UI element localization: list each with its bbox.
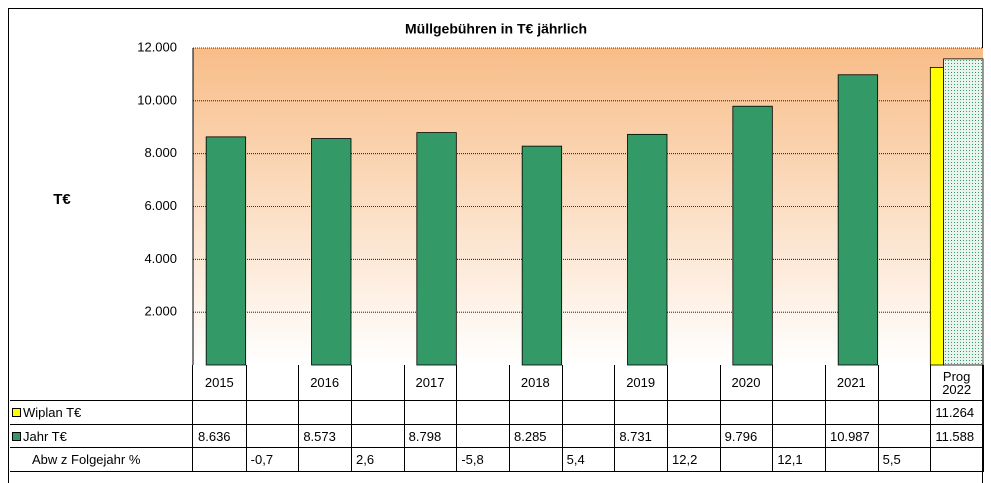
row-label: Abw z Folgejahr % bbox=[10, 448, 193, 472]
bar bbox=[943, 58, 984, 366]
table-cell bbox=[245, 401, 300, 425]
table-corner bbox=[10, 365, 193, 401]
table-cell bbox=[193, 448, 247, 472]
table-cell: 8.636 bbox=[193, 425, 247, 448]
table-cell bbox=[245, 425, 300, 448]
table-cell bbox=[456, 425, 510, 448]
table-cell bbox=[561, 401, 616, 425]
category-cell: 2018 bbox=[509, 365, 563, 401]
y-tick-label: 10.000 bbox=[137, 92, 177, 107]
table-cell bbox=[877, 425, 932, 448]
table-cell: -0,7 bbox=[245, 448, 300, 472]
table-cell: 11.264 bbox=[930, 401, 984, 425]
bar bbox=[311, 138, 352, 366]
bar bbox=[929, 67, 944, 366]
bar bbox=[732, 105, 773, 366]
y-tick-label: 12.000 bbox=[137, 39, 177, 54]
category-cell bbox=[667, 365, 721, 401]
table-cell: 2,6 bbox=[351, 448, 405, 472]
legend-cell: Wiplan T€ bbox=[10, 401, 193, 425]
table-cell bbox=[825, 401, 879, 425]
bar bbox=[205, 136, 247, 366]
y-tick-label: 6.000 bbox=[144, 198, 177, 213]
y-tick-label: 2.000 bbox=[144, 304, 177, 319]
chart-title: Müllgebühren in T€ jährlich bbox=[405, 21, 587, 37]
category-cell: 2020 bbox=[719, 365, 774, 401]
bar bbox=[521, 145, 563, 366]
table-cell: 5,5 bbox=[877, 448, 932, 472]
table-cell bbox=[667, 401, 721, 425]
table-cell: 8.798 bbox=[403, 425, 458, 448]
table-cell bbox=[298, 448, 352, 472]
table-cell bbox=[772, 425, 826, 448]
table-cell: 10.987 bbox=[825, 425, 879, 448]
table-cell bbox=[456, 401, 510, 425]
table-cell: 12,1 bbox=[772, 448, 826, 472]
table-cell bbox=[667, 425, 721, 448]
y-axis-label: T€ bbox=[53, 191, 71, 208]
table-cell: 5,4 bbox=[561, 448, 616, 472]
category-cell bbox=[245, 365, 300, 401]
bar bbox=[416, 132, 457, 366]
table-cell bbox=[509, 448, 563, 472]
category-cell bbox=[877, 365, 932, 401]
category-cell: 2021 bbox=[825, 365, 879, 401]
y-tick-label: 4.000 bbox=[144, 251, 177, 266]
category-cell: 2019 bbox=[614, 365, 668, 401]
table-cell: 9.796 bbox=[719, 425, 774, 448]
legend-label: Wiplan T€ bbox=[23, 405, 82, 420]
table-cell bbox=[719, 401, 774, 425]
category-cell: 2016 bbox=[298, 365, 352, 401]
category-cell: 2015 bbox=[193, 365, 247, 401]
category-cell bbox=[456, 365, 510, 401]
bar bbox=[627, 133, 668, 366]
category-cell: Prog 2022 bbox=[930, 365, 984, 401]
table-cell: -5,8 bbox=[456, 448, 510, 472]
table-cell: 11.588 bbox=[930, 425, 984, 448]
bar bbox=[837, 74, 879, 366]
table-cell bbox=[509, 401, 563, 425]
legend-cell: Jahr T€ bbox=[10, 425, 193, 448]
table-cell: 8.285 bbox=[509, 425, 563, 448]
table-cell bbox=[193, 401, 247, 425]
category-cell bbox=[561, 365, 616, 401]
table-cell bbox=[403, 448, 458, 472]
legend-key bbox=[12, 408, 21, 417]
table-cell: 8.731 bbox=[614, 425, 668, 448]
table-cell bbox=[351, 401, 405, 425]
y-tick-label: 8.000 bbox=[144, 145, 177, 160]
table-cell bbox=[877, 401, 932, 425]
table-cell bbox=[403, 401, 458, 425]
table-cell bbox=[825, 448, 879, 472]
legend-key bbox=[12, 431, 21, 441]
table-cell bbox=[561, 425, 616, 448]
category-cell bbox=[351, 365, 405, 401]
table-cell bbox=[298, 401, 352, 425]
table-cell bbox=[930, 448, 984, 472]
table-cell bbox=[719, 448, 774, 472]
category-cell: 2017 bbox=[403, 365, 458, 401]
table-cell bbox=[351, 425, 405, 448]
table-cell bbox=[614, 401, 668, 425]
table-cell: 8.573 bbox=[298, 425, 352, 448]
category-cell bbox=[772, 365, 826, 401]
table-cell bbox=[614, 448, 668, 472]
table-cell: 12,2 bbox=[667, 448, 721, 472]
table-cell bbox=[772, 401, 826, 425]
legend-label: Jahr T€ bbox=[23, 428, 67, 444]
